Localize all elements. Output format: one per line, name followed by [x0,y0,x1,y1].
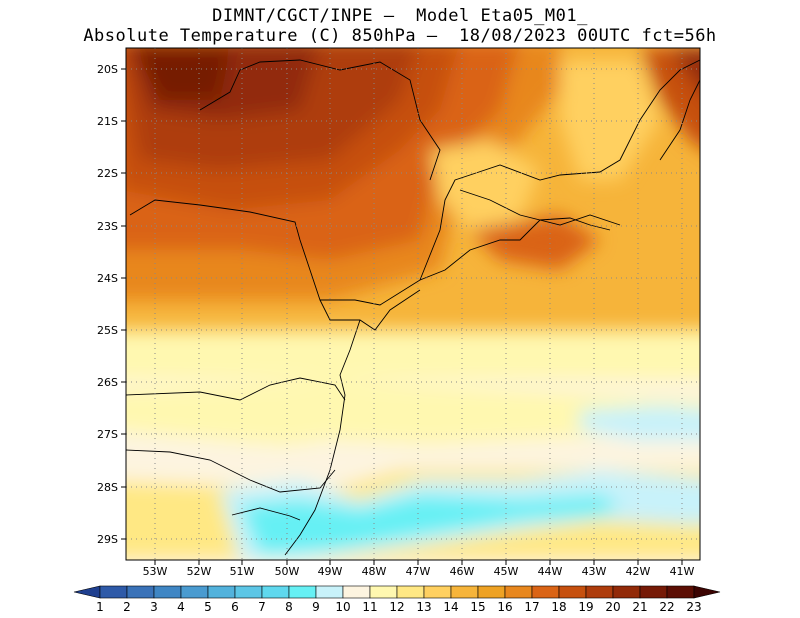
coastline-rio [459,189,621,226]
colorbar-swatch [639,585,668,599]
lon-label: 49W [318,565,343,578]
lon-label: 46W [450,565,475,578]
colorbar-swatch [288,585,317,599]
lon-label: 44W [538,565,563,578]
colorbar-label: 16 [497,600,512,614]
colorbar-label: 3 [150,600,158,614]
map-title-line-1: DIMNT/CGCT/INPE – Model Eta05_M01_ [212,6,588,26]
lagoon-outline [231,507,301,521]
colorbar-swatch [558,585,587,599]
lat-label: 22S [97,167,118,180]
colorbar-arrow-low [73,585,101,599]
colorbar-label: 11 [362,600,377,614]
colorbar-swatch [666,585,695,599]
colorbar-swatch [342,585,371,599]
colorbar-swatch [234,585,263,599]
colorbar-swatch [477,585,506,599]
colorbar-label: 21 [632,600,647,614]
river-parana [199,69,241,111]
colorbar-label: 12 [389,600,404,614]
lat-label: 28S [97,481,118,494]
colorbar-swatch [99,585,128,599]
state-border-pr-sc [126,377,346,401]
state-border-sc-rs [126,449,336,493]
colorbar-label: 8 [285,600,293,614]
lon-label: 51W [230,565,255,578]
colorbar-label: 17 [524,600,539,614]
colorbar-label: 7 [258,600,266,614]
lon-label: 42W [626,565,651,578]
colorbar-arrow-high [693,585,721,599]
colorbar-swatches [73,585,721,599]
lon-label: 43W [582,565,607,578]
colorbar-label: 9 [312,600,320,614]
colorbar-label: 14 [443,600,458,614]
lon-label: 50W [275,565,300,578]
colorbar-swatch [450,585,479,599]
colorbar-swatch [396,585,425,599]
colorbar-swatch [207,585,236,599]
map-title-line-2: Absolute Temperature (C) 850hPa – 18/08/… [83,26,717,46]
colorbar-swatch [369,585,398,599]
latitude-axis: 20S 21S 22S 23S 24S 25S 26S 27S 28S 29S [97,63,126,546]
lon-label: 53W [143,565,168,578]
coastline-santa-catarina [284,319,361,556]
colorbar-label: 2 [123,600,131,614]
colorbar-label: 23 [686,600,701,614]
colorbar-swatch [180,585,209,599]
colorbar-swatch [261,585,290,599]
state-border-es [659,79,700,161]
lat-label: 24S [97,272,118,285]
lat-label: 25S [97,324,118,337]
temperature-field [126,48,700,560]
lon-label: 52W [187,565,212,578]
colorbar-label: 4 [177,600,185,614]
colorbar-label: 13 [416,600,431,614]
colorbar-label: 10 [335,600,350,614]
colorbar-label: 6 [231,600,239,614]
colorbar-swatch [612,585,641,599]
colorbar-swatch [585,585,614,599]
lon-label: 48W [362,565,387,578]
colorbar-label: 15 [470,600,485,614]
lat-label: 23S [97,220,118,233]
lon-label: 45W [494,565,519,578]
colorbar-swatch [531,585,560,599]
state-border-ms-mg [239,59,441,181]
lat-label: 21S [97,115,118,128]
map-frame [125,47,701,561]
colorbar-swatch [153,585,182,599]
colorbar: 1 2 3 4 5 6 7 8 9 10 11 12 13 14 15 16 1… [73,585,721,614]
colorbar-label: 5 [204,600,212,614]
colorbar-label: 1 [96,600,104,614]
longitude-axis: 53W 52W 51W 50W 49W 48W 47W 46W 45W 44W … [143,560,695,578]
political-boundaries [126,59,700,556]
colorbar-swatch [126,585,155,599]
lat-label: 29S [97,533,118,546]
lat-label: 27S [97,428,118,441]
graticule [126,48,700,560]
lon-label: 41W [670,565,695,578]
colorbar-swatch [423,585,452,599]
lat-label: 26S [97,376,118,389]
coastline-parana [319,289,421,331]
colorbar-label: 18 [551,600,566,614]
state-border-sp-mg-rj [419,59,700,281]
lat-label: 20S [97,63,118,76]
colorbar-label: 22 [659,600,674,614]
colorbar-swatch [504,585,533,599]
colorbar-swatch [315,585,344,599]
colorbar-label: 19 [578,600,593,614]
lon-label: 47W [406,565,431,578]
colorbar-label: 20 [605,600,620,614]
